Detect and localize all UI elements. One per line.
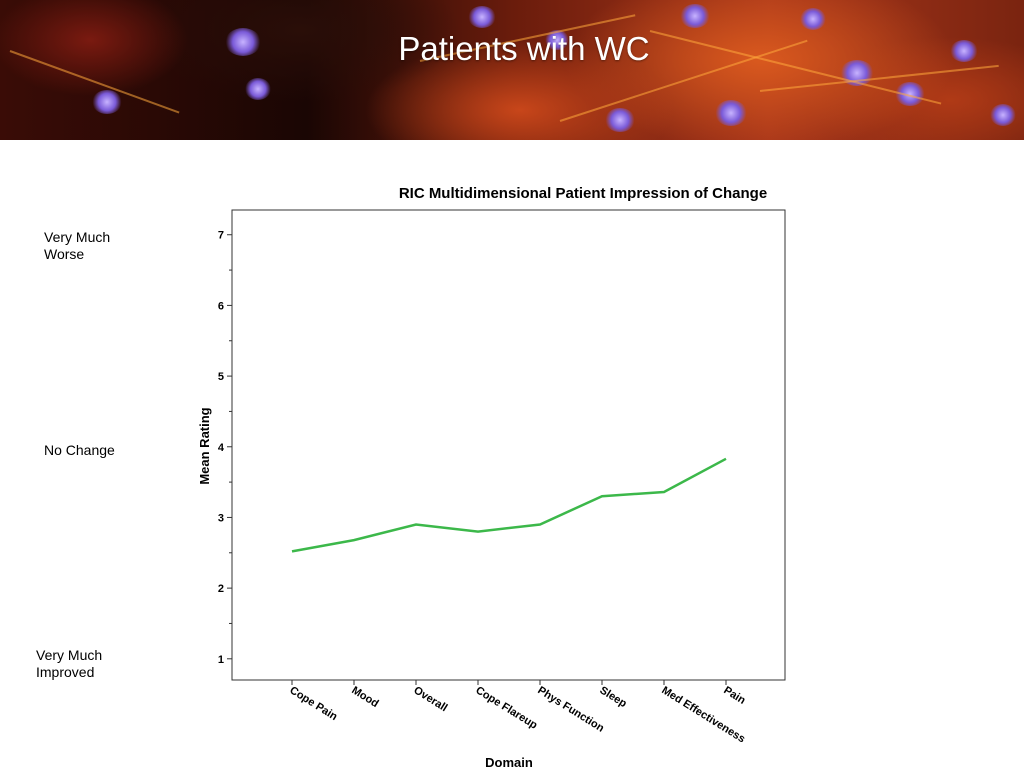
- cell-nucleus-decoration: [990, 104, 1016, 126]
- chart-title: RIC Multidimensional Patient Impression …: [399, 185, 767, 202]
- x-tick-label: Pain: [721, 684, 747, 707]
- scale-label-line: No Change: [44, 442, 115, 458]
- cell-nucleus-decoration: [605, 108, 635, 132]
- y-tick-label: 4: [218, 442, 225, 454]
- scale-label-very-much-worse: Very Much Worse: [44, 229, 110, 263]
- scale-label-no-change: No Change: [44, 442, 115, 459]
- cell-nucleus-decoration: [225, 28, 261, 56]
- plot-frame: [231, 209, 786, 681]
- y-tick-label: 3: [218, 512, 224, 524]
- scale-label-line: Very Much: [44, 229, 111, 245]
- x-tick-label: Phys Function: [535, 684, 606, 734]
- series-line: [291, 457, 727, 553]
- cell-nucleus-decoration: [545, 30, 569, 50]
- y-tick-label: 1: [218, 654, 224, 666]
- cell-nucleus-decoration: [92, 90, 122, 114]
- scale-label-line: Very Much: [36, 647, 103, 663]
- cell-nucleus-decoration: [950, 40, 978, 62]
- x-tick-label: Sleep: [597, 684, 628, 710]
- scale-label-line: Improved: [36, 664, 95, 680]
- cell-nucleus-decoration: [800, 8, 826, 30]
- x-tick-label: Cope Flareup: [473, 684, 539, 732]
- x-tick-label: Cope Pain: [287, 684, 339, 723]
- scale-label-line: Worse: [44, 246, 85, 262]
- x-tick-label: Overall: [411, 684, 449, 714]
- y-tick-label: 5: [218, 371, 224, 383]
- cell-nucleus-decoration: [245, 78, 271, 100]
- cell-nucleus-decoration: [680, 4, 710, 28]
- y-tick-label: 6: [218, 300, 224, 312]
- x-axis-label: Domain: [485, 755, 533, 768]
- header-banner: Patients with WC: [0, 0, 1024, 140]
- y-axis: 1 2 3 4 5 6 7: [218, 230, 232, 666]
- scale-label-very-much-improved: Very Much Improved: [36, 647, 102, 681]
- y-tick-label: 2: [218, 583, 224, 595]
- y-tick-label: 7: [218, 230, 224, 242]
- slide-title: Patients with WC: [398, 30, 650, 67]
- x-tick-label: Mood: [349, 684, 380, 710]
- cell-nucleus-decoration: [468, 6, 496, 28]
- y-axis-label: Mean Rating: [197, 407, 212, 484]
- cell-nucleus-decoration: [715, 100, 747, 126]
